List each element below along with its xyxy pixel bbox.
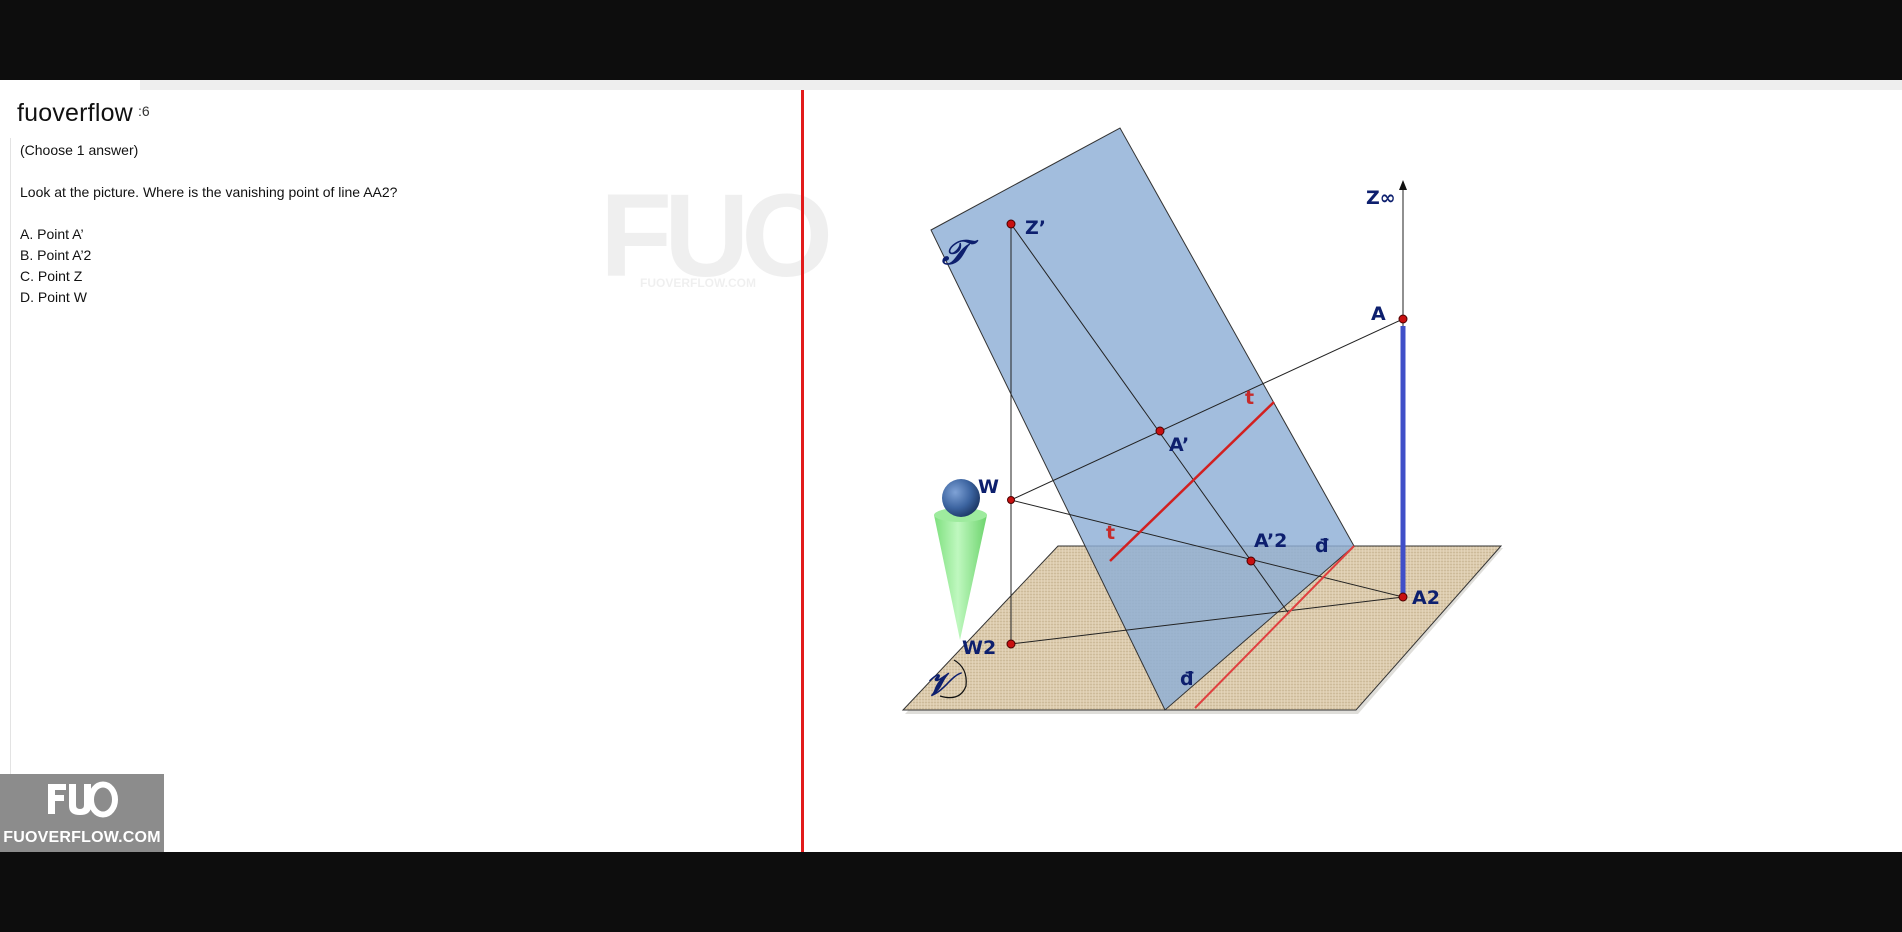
panel-divider bbox=[801, 90, 804, 852]
answer-option-a[interactable]: A. Point A’ bbox=[20, 226, 84, 242]
watermark: FUO FUOVERFLOW.COM bbox=[600, 168, 833, 302]
point-a-prime bbox=[1155, 426, 1165, 436]
label-d-right: đ bbox=[1315, 535, 1329, 557]
label-a-prime-2: A’2 bbox=[1254, 530, 1287, 552]
site-logo[interactable]: FUOVERFLOW.COM bbox=[0, 774, 164, 852]
point-w bbox=[1007, 496, 1015, 504]
observer-eye-sphere bbox=[942, 479, 980, 517]
watermark-logo: FUO bbox=[600, 170, 833, 302]
label-t-top: t bbox=[1245, 387, 1254, 409]
point-a-prime-2 bbox=[1246, 556, 1256, 566]
observer-cone bbox=[934, 515, 987, 640]
ground-plane-symbol-arc bbox=[939, 659, 967, 699]
question-panel: fuoverflow :6 (Choose 1 answer) Look at … bbox=[0, 90, 833, 852]
label-a2: A2 bbox=[1412, 587, 1440, 609]
label-d-bottom: đ bbox=[1180, 668, 1194, 690]
point-a bbox=[1398, 314, 1408, 324]
perspective-diagram: Z∞ Z’ A A’ W A’2 A2 W2 đ đ t t 𝒯 𝒱 bbox=[901, 127, 1503, 714]
answer-option-c[interactable]: C. Point Z bbox=[20, 268, 83, 284]
app-title: fuoverflow bbox=[17, 99, 133, 127]
label-w2: W2 bbox=[962, 637, 996, 659]
label-z-infinity: Z∞ bbox=[1366, 187, 1396, 209]
label-a: A bbox=[1371, 303, 1386, 325]
watermark-text: FUOVERFLOW.COM bbox=[640, 276, 756, 290]
z-infinity-arrow bbox=[1399, 180, 1407, 190]
point-a2 bbox=[1398, 592, 1408, 602]
diagram-points bbox=[1006, 219, 1408, 649]
point-z-prime bbox=[1006, 219, 1016, 229]
label-w: W bbox=[978, 476, 999, 498]
line-d bbox=[1194, 545, 1355, 709]
title-suffix: :6 bbox=[138, 103, 150, 119]
logo-mark bbox=[48, 781, 118, 818]
line-t bbox=[1109, 401, 1275, 562]
screen: fuoverflow :6 (Choose 1 answer) Look at … bbox=[0, 80, 1902, 852]
top-strip bbox=[140, 80, 1902, 90]
logo-text: FUOVERFLOW.COM bbox=[3, 829, 161, 846]
answer-option-b[interactable]: B. Point A’2 bbox=[20, 247, 92, 263]
question-type: (Choose 1 answer) bbox=[20, 142, 139, 158]
question-prompt: Look at the picture. Where is the vanish… bbox=[20, 184, 398, 200]
answer-option-d[interactable]: D. Point W bbox=[20, 289, 87, 305]
label-z-prime: Z’ bbox=[1025, 217, 1046, 239]
panel-border bbox=[10, 138, 11, 778]
label-a-prime: A’ bbox=[1169, 434, 1189, 456]
point-w2 bbox=[1006, 639, 1016, 649]
label-t-bottom: t bbox=[1106, 522, 1115, 544]
